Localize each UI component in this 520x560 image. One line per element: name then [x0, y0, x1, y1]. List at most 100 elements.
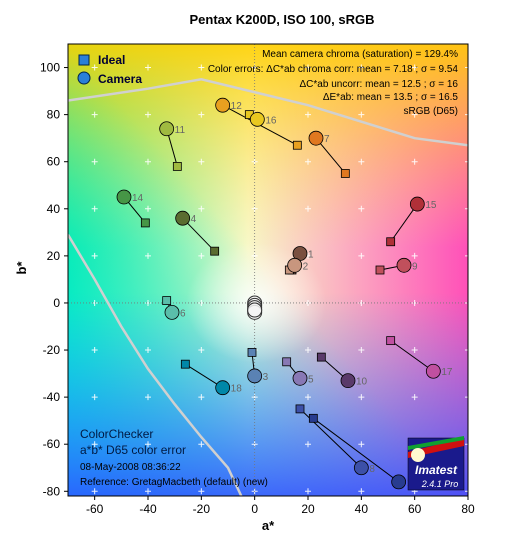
- grid-cross: [91, 111, 98, 118]
- info-line-deltae: ΔE*ab: mean = 13.5 ; σ = 16.5: [323, 92, 459, 103]
- legend: Ideal Camera: [77, 53, 142, 86]
- patch-label: 2: [303, 261, 309, 272]
- grid-cross: [465, 347, 468, 354]
- camera-point: [215, 380, 231, 396]
- grid-cross: [145, 394, 151, 401]
- grid-cross: [411, 158, 418, 165]
- ideal-point: [180, 359, 190, 369]
- y-axis-label: b*: [14, 261, 29, 275]
- grid-cross: [358, 347, 365, 354]
- grid-cross: [411, 111, 418, 118]
- legend-camera-label: Camera: [98, 72, 142, 86]
- logo-brand: Imatest: [415, 463, 458, 477]
- grid-cross: [305, 488, 311, 495]
- grid-cross: [305, 394, 311, 401]
- grid-cross: [198, 252, 205, 259]
- x-tick-label: 40: [355, 502, 369, 516]
- gamut-boundary: [68, 78, 468, 496]
- camera-point: [287, 257, 303, 273]
- grid-cross: [198, 64, 205, 71]
- ideal-point: [172, 162, 182, 171]
- grid-cross: [198, 111, 205, 118]
- grid-cross: [411, 252, 418, 259]
- ideal-point: [247, 347, 257, 357]
- ideal-point: [162, 296, 172, 306]
- camera-point: [292, 370, 308, 386]
- camera-point: [396, 257, 412, 273]
- camera-point: [391, 474, 407, 490]
- grid-cross: [465, 252, 468, 259]
- grid-cross: [358, 441, 365, 448]
- camera-point: [247, 368, 263, 384]
- imatest-logo: Imatest 2.4.1 Pro: [407, 436, 465, 491]
- legend-ideal-label: Ideal: [98, 53, 125, 67]
- footer-line2: a*b* D65 color error: [80, 443, 186, 457]
- grid-cross: [305, 205, 311, 212]
- ideal-point: [375, 265, 385, 275]
- ideal-point: [308, 413, 318, 423]
- camera-point: [116, 189, 132, 205]
- grid-cross: [145, 488, 151, 495]
- y-tick-label: 40: [47, 202, 61, 216]
- grid-cross: [145, 64, 151, 71]
- grid-cross: [91, 394, 98, 401]
- ideal-point: [316, 352, 326, 362]
- grid-cross: [145, 347, 151, 354]
- error-line: [313, 417, 399, 483]
- grid-cross: [305, 158, 311, 165]
- y-tick-label: 20: [47, 249, 61, 263]
- grid-cross: [91, 158, 98, 165]
- grid-cross: [465, 111, 468, 118]
- grid-cross: [465, 299, 468, 306]
- legend-camera-marker: [77, 71, 91, 85]
- data-marks: 123456789101112131415161718: [116, 97, 453, 490]
- axis-ticks: -60 -40 -20 0 20 40 60 80 -80 -60 -40 -20 0 20 40 60 80 1…: [40, 61, 475, 516]
- y-tick-label: 80: [47, 108, 61, 122]
- info-line-uncorr: ΔC*ab uncorr: mean = 12.5 ; σ = 16: [300, 79, 459, 90]
- patch-label: 1: [308, 250, 314, 261]
- patch-label: 7: [324, 134, 330, 145]
- ideal-point: [295, 404, 305, 414]
- grid-cross: [91, 347, 98, 354]
- x-tick-label: -40: [139, 502, 157, 516]
- neutral-camera-point: [247, 302, 263, 318]
- ideal-point: [282, 357, 292, 367]
- y-tick-label: 100: [40, 61, 60, 75]
- footer-line1: ColorChecker: [80, 427, 153, 441]
- info-box: Mean camera chroma (saturation) = 129.4%…: [208, 49, 459, 117]
- ideal-point: [140, 218, 150, 228]
- grid-cross: [305, 64, 311, 71]
- camera-point: [308, 130, 324, 146]
- plot-frame: [67, 43, 469, 497]
- patch-label: 8: [369, 464, 375, 475]
- patch-label: 12: [231, 101, 243, 112]
- grid-cross: [91, 488, 98, 495]
- grid-cross: [91, 205, 98, 212]
- x-tick-label: -20: [193, 502, 211, 516]
- footer-reference: Reference: GretagMacbeth (default) (new): [80, 477, 268, 488]
- grid-cross: [465, 158, 468, 165]
- ideal-point: [210, 246, 220, 256]
- patch-label: 10: [356, 377, 368, 388]
- patch-label: 6: [180, 308, 186, 319]
- grid-cross: [305, 347, 311, 354]
- x-tick-label: 20: [301, 502, 315, 516]
- grid-cross: [465, 394, 468, 401]
- grid-cross: [145, 252, 151, 259]
- camera-point: [353, 460, 369, 476]
- grid-cross: [198, 488, 205, 495]
- camera-point: [164, 304, 180, 320]
- ideal-point: [292, 140, 302, 150]
- logo-green-stripe: [408, 436, 464, 450]
- error-line: [390, 340, 434, 372]
- info-line-chroma: Mean camera chroma (saturation) = 129.4%: [262, 49, 458, 60]
- camera-point: [175, 210, 191, 226]
- grid-cross: [358, 64, 365, 71]
- grid-cross: [358, 488, 365, 495]
- gamut-inner-line: [68, 234, 243, 496]
- patch-label: 17: [441, 367, 453, 378]
- camera-point: [340, 373, 356, 389]
- x-tick-label: 0: [251, 502, 258, 516]
- y-tick-label: 0: [53, 296, 60, 310]
- ideal-point: [386, 237, 396, 247]
